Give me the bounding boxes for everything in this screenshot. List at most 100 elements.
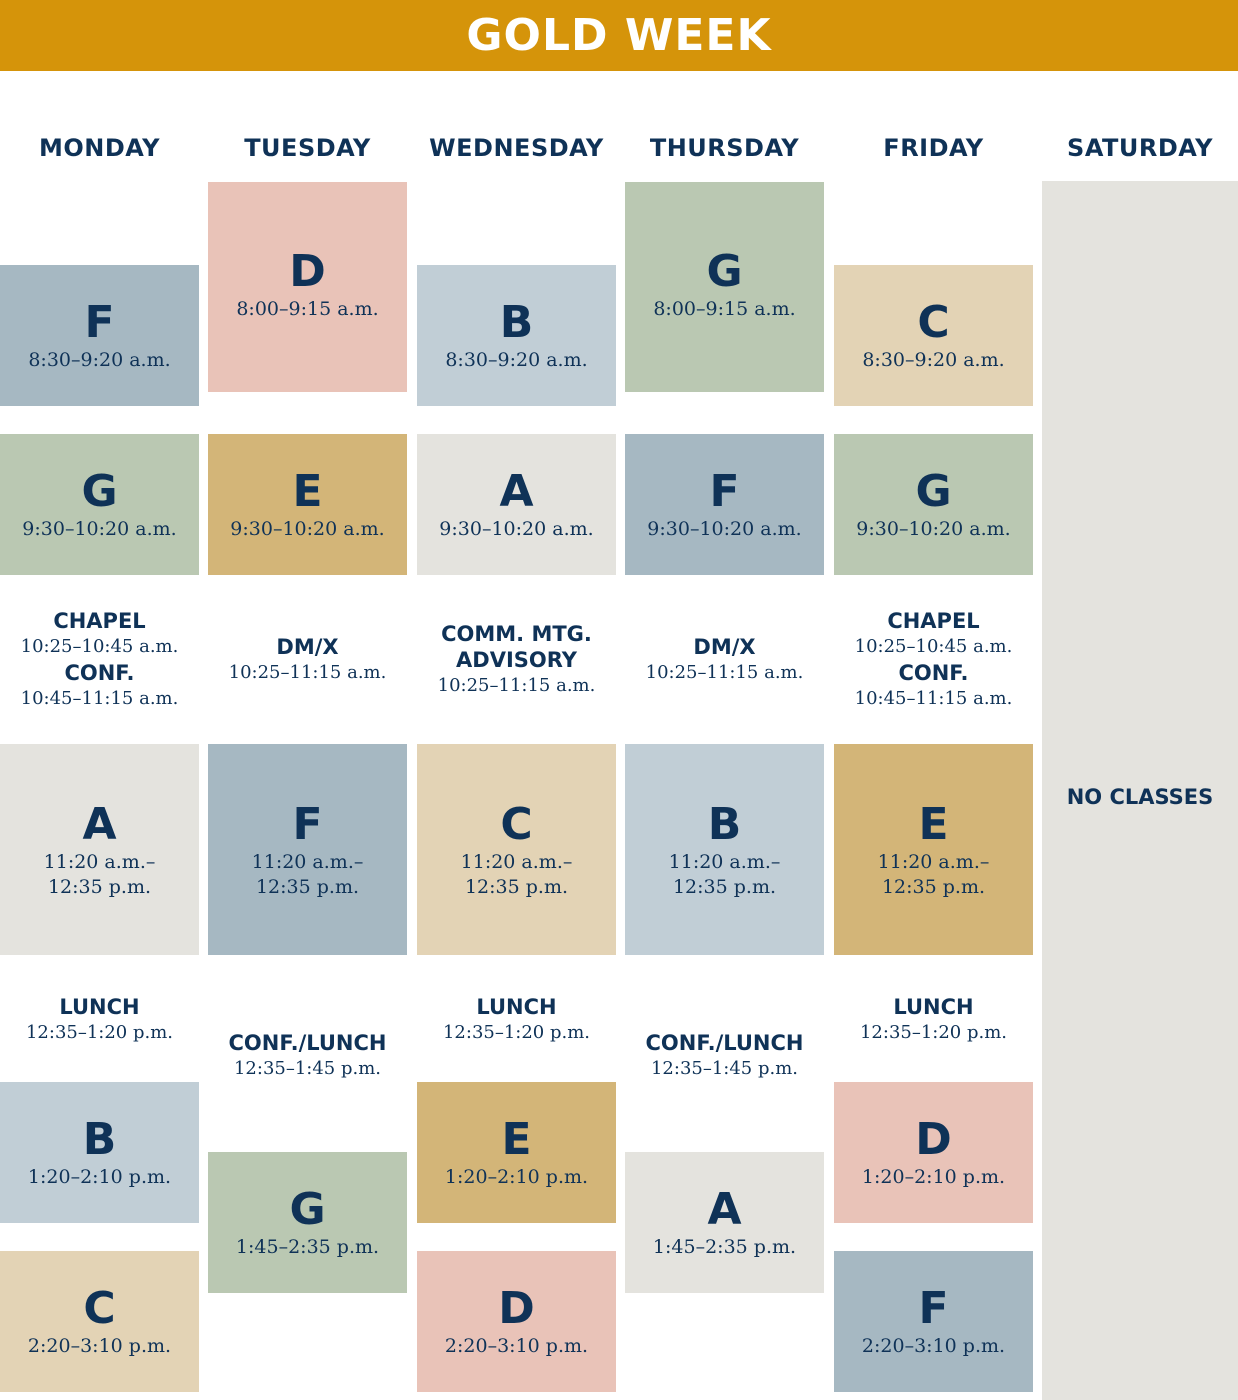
event-time: 12:35–1:45 p.m. bbox=[650, 1058, 799, 1079]
block-letter: D bbox=[915, 1114, 952, 1165]
day-header-thursday: THURSDAY bbox=[649, 134, 800, 162]
period-block: A 11:20 a.m.– 12:35 p.m. bbox=[0, 744, 199, 955]
event-label: DM/X bbox=[693, 635, 756, 659]
event-time: 10:25–11:15 a.m. bbox=[645, 662, 804, 683]
block-letter: A bbox=[82, 798, 117, 850]
period-block: E 1:20–2:10 p.m. bbox=[417, 1082, 616, 1223]
block-letter: G bbox=[289, 1184, 326, 1235]
lunch-event: LUNCH 12:35–1:20 p.m. bbox=[417, 990, 616, 1050]
event-time: 12:35–1:20 p.m. bbox=[25, 1022, 174, 1043]
block-letter: B bbox=[707, 798, 742, 850]
block-letter: B bbox=[82, 1114, 117, 1165]
block-time: 2:20–3:10 p.m. bbox=[27, 1335, 172, 1357]
conf-lunch-event: CONF./LUNCH 12:35–1:45 p.m. bbox=[625, 1026, 824, 1086]
block-letter: A bbox=[707, 1184, 742, 1235]
block-time: 1:45–2:35 p.m. bbox=[235, 1236, 380, 1258]
period-block: F 11:20 a.m.– 12:35 p.m. bbox=[208, 744, 407, 955]
page-title: GOLD WEEK bbox=[466, 10, 772, 61]
block-time: 8:30–9:20 a.m. bbox=[862, 349, 1005, 371]
block-letter: A bbox=[499, 466, 534, 517]
chapel-conf-event: CHAPEL 10:25–10:45 a.m. CONF. 10:45–11:1… bbox=[0, 603, 199, 717]
block-letter: E bbox=[292, 466, 323, 517]
block-letter: D bbox=[289, 246, 326, 297]
block-letter: C bbox=[917, 297, 950, 348]
block-time: 2:20–3:10 p.m. bbox=[444, 1335, 589, 1357]
event-label: LUNCH bbox=[59, 995, 140, 1019]
block-time: 11:20 a.m.– 12:35 p.m. bbox=[668, 850, 781, 898]
block-time: 9:30–10:20 a.m. bbox=[647, 518, 802, 540]
event-label: CONF./LUNCH bbox=[228, 1031, 387, 1055]
dmx-event: DM/X 10:25–11:15 a.m. bbox=[625, 630, 824, 690]
block-letter: G bbox=[81, 466, 118, 517]
day-header-saturday: SATURDAY bbox=[1067, 134, 1213, 162]
block-letter: E bbox=[918, 798, 949, 850]
block-time: 8:00–9:15 a.m. bbox=[236, 298, 379, 320]
event-label: CONF./LUNCH bbox=[645, 1031, 804, 1055]
event-label: CHAPEL bbox=[887, 609, 980, 633]
conf-lunch-event: CONF./LUNCH 12:35–1:45 p.m. bbox=[208, 1026, 407, 1086]
block-time: 11:20 a.m.– 12:35 p.m. bbox=[877, 850, 990, 898]
period-block: B 11:20 a.m.– 12:35 p.m. bbox=[625, 744, 824, 955]
period-block: G 8:00–9:15 a.m. bbox=[625, 182, 824, 392]
period-block: E 9:30–10:20 a.m. bbox=[208, 434, 407, 575]
event-time: 10:25–11:15 a.m. bbox=[437, 675, 596, 696]
lunch-event: LUNCH 12:35–1:20 p.m. bbox=[834, 990, 1033, 1050]
event-label: LUNCH bbox=[476, 995, 557, 1019]
event-label: ADVISORY bbox=[456, 648, 577, 672]
event-label: CONF. bbox=[898, 661, 969, 685]
lunch-event: LUNCH 12:35–1:20 p.m. bbox=[0, 990, 199, 1050]
event-label: CONF. bbox=[64, 661, 135, 685]
event-label: CHAPEL bbox=[53, 609, 146, 633]
period-block: C 2:20–3:10 p.m. bbox=[0, 1251, 199, 1392]
block-time: 9:30–10:20 a.m. bbox=[22, 518, 177, 540]
event-time: 10:45–11:15 a.m. bbox=[20, 688, 179, 709]
block-time: 8:30–9:20 a.m. bbox=[28, 349, 171, 371]
period-block: G 9:30–10:20 a.m. bbox=[0, 434, 199, 575]
event-time: 12:35–1:20 p.m. bbox=[859, 1022, 1008, 1043]
event-time: 10:25–11:15 a.m. bbox=[228, 662, 387, 683]
block-letter: G bbox=[915, 466, 952, 517]
block-letter: F bbox=[84, 297, 115, 348]
block-letter: F bbox=[918, 1283, 949, 1334]
block-time: 9:30–10:20 a.m. bbox=[439, 518, 594, 540]
period-block: A 1:45–2:35 p.m. bbox=[625, 1152, 824, 1293]
block-time: 1:20–2:10 p.m. bbox=[444, 1166, 589, 1188]
period-block: F 2:20–3:10 p.m. bbox=[834, 1251, 1033, 1392]
dmx-event: DM/X 10:25–11:15 a.m. bbox=[208, 630, 407, 690]
title-banner: GOLD WEEK bbox=[0, 0, 1238, 71]
day-header-tuesday: TUESDAY bbox=[244, 134, 371, 162]
comm-mtg-advisory-event: COMM. MTG. ADVISORY 10:25–11:15 a.m. bbox=[417, 618, 616, 702]
event-time: 10:25–10:45 a.m. bbox=[854, 636, 1013, 657]
block-time: 11:20 a.m.– 12:35 p.m. bbox=[43, 850, 156, 898]
block-letter: B bbox=[499, 297, 534, 348]
block-time: 9:30–10:20 a.m. bbox=[230, 518, 385, 540]
block-letter: E bbox=[501, 1114, 532, 1165]
period-block: D 1:20–2:10 p.m. bbox=[834, 1082, 1033, 1223]
day-header-friday: FRIDAY bbox=[883, 134, 984, 162]
block-letter: D bbox=[498, 1283, 535, 1334]
event-time: 10:25–10:45 a.m. bbox=[20, 636, 179, 657]
block-letter: G bbox=[706, 246, 743, 297]
event-label: LUNCH bbox=[893, 995, 974, 1019]
block-time: 11:20 a.m.– 12:35 p.m. bbox=[460, 850, 573, 898]
block-letter: F bbox=[292, 798, 323, 850]
day-header-monday: MONDAY bbox=[39, 134, 160, 162]
saturday-column: NO CLASSES bbox=[1042, 181, 1238, 1400]
period-block: D 2:20–3:10 p.m. bbox=[417, 1251, 616, 1392]
period-block: F 9:30–10:20 a.m. bbox=[625, 434, 824, 575]
period-block: G 9:30–10:20 a.m. bbox=[834, 434, 1033, 575]
period-block: F 8:30–9:20 a.m. bbox=[0, 265, 199, 406]
block-time: 1:20–2:10 p.m. bbox=[861, 1166, 1006, 1188]
block-letter: C bbox=[500, 798, 533, 850]
period-block: A 9:30–10:20 a.m. bbox=[417, 434, 616, 575]
block-time: 8:30–9:20 a.m. bbox=[445, 349, 588, 371]
event-time: 10:45–11:15 a.m. bbox=[854, 688, 1013, 709]
event-time: 12:35–1:45 p.m. bbox=[233, 1058, 382, 1079]
block-time: 11:20 a.m.– 12:35 p.m. bbox=[251, 850, 364, 898]
block-time: 1:20–2:10 p.m. bbox=[27, 1166, 172, 1188]
event-label: COMM. MTG. bbox=[441, 622, 592, 646]
block-letter: C bbox=[83, 1283, 116, 1334]
block-time: 9:30–10:20 a.m. bbox=[856, 518, 1011, 540]
no-classes-label: NO CLASSES bbox=[1066, 784, 1214, 809]
event-time: 12:35–1:20 p.m. bbox=[442, 1022, 591, 1043]
